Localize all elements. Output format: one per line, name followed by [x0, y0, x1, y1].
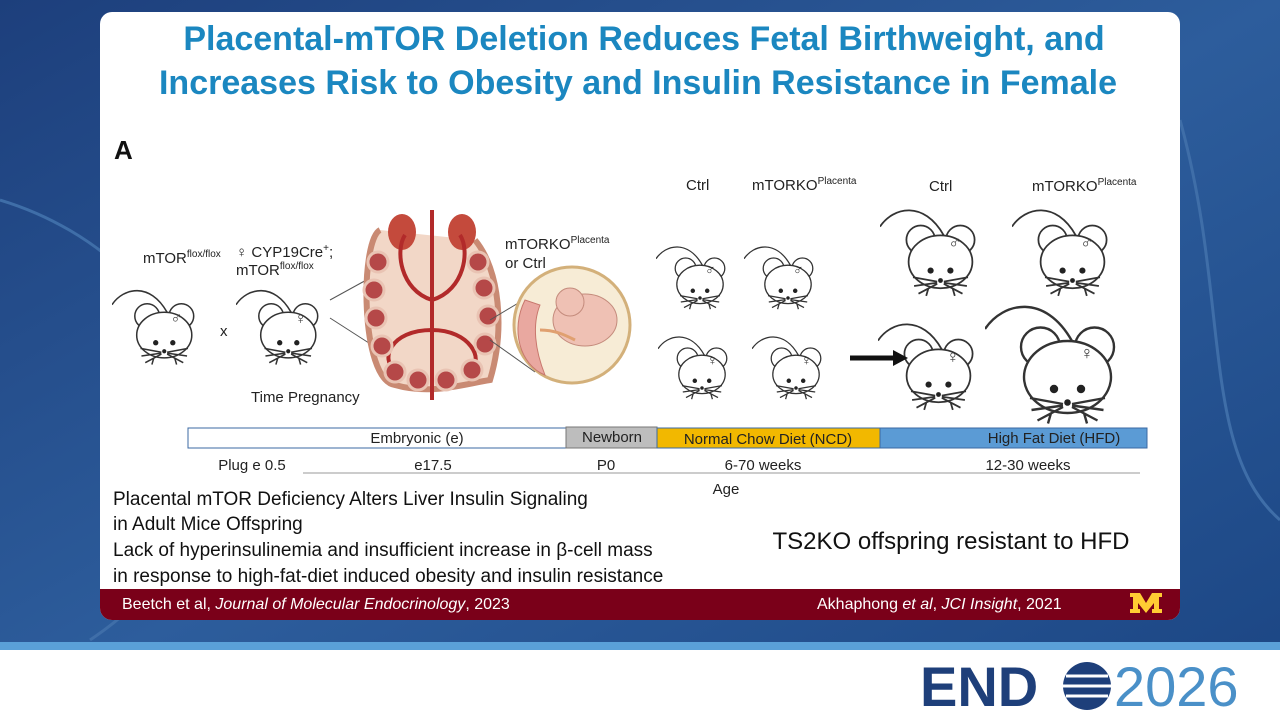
- sex-symbol: ♀: [801, 353, 812, 369]
- mouse: ♀: [236, 291, 318, 365]
- mouse: ♀: [878, 324, 973, 410]
- arrow-head: [893, 350, 908, 366]
- panel-label: A: [114, 135, 133, 165]
- sex-symbol: ♀: [1080, 343, 1094, 363]
- brand-globe: [1063, 662, 1111, 710]
- sex-symbol: ♂: [705, 263, 716, 279]
- embryo-illustration: [512, 265, 632, 385]
- mouse: ♂: [112, 291, 194, 365]
- timeline-tick: P0: [597, 457, 615, 474]
- sex-symbol: ♀: [295, 310, 307, 328]
- finding-line: in response to high-fat-diet induced obe…: [113, 566, 663, 587]
- genotype-label: ♀ CYP19Cre+;: [236, 243, 333, 261]
- mouse: ♂: [744, 247, 813, 309]
- brand-text: END: [920, 655, 1038, 718]
- genotype-label: mTORflox/flox: [236, 261, 314, 279]
- mouse: ♀: [752, 337, 821, 399]
- group-label: Ctrl: [929, 178, 952, 195]
- timeline-tick: 12-30 weeks: [985, 457, 1070, 474]
- timeline-tick: Plug e 0.5: [218, 457, 286, 474]
- timeline-tick: e17.5: [414, 457, 452, 474]
- figure-caption: Time Pregnancy: [251, 389, 360, 406]
- slide-card: [100, 12, 1180, 620]
- mouse: ♂: [656, 247, 725, 309]
- genotype-label: mTORKOPlacenta: [505, 235, 610, 253]
- genotype-label: mTORflox/flox: [143, 249, 221, 267]
- group-label: mTORKOPlacenta: [1032, 177, 1137, 195]
- footer-bar: [100, 589, 1180, 620]
- title-line: Placental-mTOR Deletion Reduces Fetal Bi…: [183, 20, 1104, 58]
- genotype-label: or Ctrl: [505, 255, 546, 272]
- title-line: Increases Risk to Obesity and Insulin Re…: [159, 64, 1117, 102]
- citation: Akhaphong et al, JCI Insight, 2021: [817, 596, 1062, 613]
- university-logo: [1130, 593, 1162, 613]
- segment-label: Newborn: [582, 429, 642, 446]
- mouse: ♀: [658, 337, 727, 399]
- timeline-segment: [879, 427, 1148, 449]
- finding-line: Placental mTOR Deficiency Alters Liver I…: [113, 489, 588, 510]
- sex-symbol: ♀: [946, 347, 959, 367]
- cross-symbol: x: [220, 323, 228, 340]
- group-label: Ctrl: [686, 177, 709, 194]
- mouse: ♂: [1012, 210, 1107, 296]
- segment-label: Normal Chow Diet (NCD): [684, 431, 852, 448]
- sex-symbol: ♂: [793, 263, 804, 279]
- sex-symbol: ♂: [1080, 233, 1093, 253]
- axis-label: Age: [713, 481, 740, 498]
- segment-label: High Fat Diet (HFD): [988, 430, 1121, 447]
- sex-symbol: ♂: [171, 310, 183, 328]
- uterus-illustration: [329, 210, 536, 400]
- mouse: ♂: [880, 210, 975, 296]
- timeline-tick: 6-70 weeks: [725, 457, 802, 474]
- group-label: mTORKOPlacenta: [752, 176, 857, 194]
- sex-symbol: ♀: [707, 353, 718, 369]
- citation: Beetch et al, Journal of Molecular Endoc…: [122, 596, 510, 613]
- mouse: ♀: [985, 307, 1114, 424]
- finding-line: Lack of hyperinsulinemia and insufficien…: [113, 540, 653, 561]
- divider: [0, 642, 1280, 650]
- segment-label: Embryonic (e): [370, 430, 463, 447]
- sex-symbol: ♂: [948, 233, 961, 253]
- brand-text: 2026: [1114, 655, 1239, 718]
- result-text: TS2KO offspring resistant to HFD: [772, 528, 1129, 555]
- finding-line: in Adult Mice Offspring: [113, 514, 303, 535]
